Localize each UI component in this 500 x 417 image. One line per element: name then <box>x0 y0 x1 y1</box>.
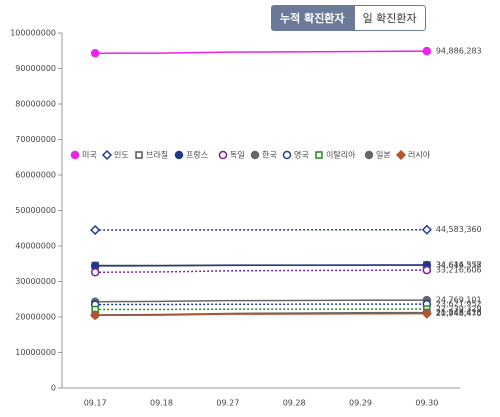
marker <box>421 224 432 235</box>
series-line <box>95 264 427 267</box>
series-line <box>95 312 427 316</box>
value-label: 44,583,360 <box>436 225 482 234</box>
marker <box>90 48 100 58</box>
series-line <box>95 299 427 303</box>
value-label: 33,216,606 <box>436 266 482 275</box>
marker <box>135 151 143 159</box>
x-tick-label: 09.28 <box>283 399 306 408</box>
y-tick-label: 50000000 <box>15 206 56 215</box>
legend-label: 독일 <box>230 151 245 160</box>
marker <box>90 224 101 236</box>
y-tick-label: 80000000 <box>15 100 56 109</box>
x-tick-label: 09.17 <box>84 399 107 408</box>
value-label: 20,948,470 <box>436 309 482 318</box>
tab-daily[interactable]: 일 확진환자 <box>353 5 426 31</box>
value-label: 34,616,358 <box>436 261 482 270</box>
y-tick-label: 40000000 <box>15 242 56 251</box>
y-tick-label: 90000000 <box>15 64 56 73</box>
y-tick-label: 100000000 <box>10 29 56 38</box>
value-label: 21,248,418 <box>436 308 482 317</box>
x-tick-label: 09.27 <box>216 399 239 408</box>
legend-label: 프랑스 <box>186 150 208 160</box>
value-label: 34,644,577 <box>436 261 482 270</box>
marker <box>315 151 323 159</box>
legend-label: 인도 <box>114 150 129 160</box>
marker <box>90 268 100 277</box>
tab-cumulative[interactable]: 누적 확진환자 <box>271 5 354 31</box>
marker <box>218 150 228 160</box>
x-tick-label: 09.29 <box>349 399 372 408</box>
marker <box>250 150 260 160</box>
marker <box>421 308 432 319</box>
marker <box>422 46 432 56</box>
tabs: 누적 확진환자 일 확진환자 <box>271 5 426 31</box>
legend-label: 영국 <box>294 150 309 160</box>
value-label: 22,239,329 <box>436 305 482 314</box>
y-tick-label: 0 <box>51 384 56 393</box>
legend-label: 한국 <box>262 151 277 160</box>
y-tick-label: 20000000 <box>15 313 56 322</box>
legend-label: 이탈리아 <box>326 150 356 160</box>
marker <box>395 149 407 161</box>
marker <box>90 310 101 321</box>
x-tick-label: 09.18 <box>150 399 173 408</box>
series-line <box>95 269 427 274</box>
series-line <box>95 50 427 54</box>
value-label: 23,621,952 <box>436 300 482 309</box>
marker <box>70 150 80 160</box>
marker <box>282 150 292 160</box>
legend-label: 미국 <box>82 151 97 160</box>
y-tick-label: 60000000 <box>15 171 56 180</box>
y-tick-label: 70000000 <box>15 135 56 144</box>
marker <box>422 265 432 275</box>
legend-label: 러시아 <box>408 150 431 160</box>
legend-bg <box>63 146 461 164</box>
y-tick-label: 10000000 <box>15 348 56 357</box>
x-tick-label: 09.30 <box>415 399 438 408</box>
y-tick-label: 30000000 <box>15 277 56 286</box>
value-label: 24,769,101 <box>436 296 482 305</box>
marker <box>101 149 113 161</box>
marker <box>364 150 374 160</box>
marker <box>174 150 184 160</box>
legend-label: 일본 <box>376 151 391 160</box>
legend-label: 브라질 <box>146 151 168 160</box>
value-label: 94,886,283 <box>436 47 482 56</box>
